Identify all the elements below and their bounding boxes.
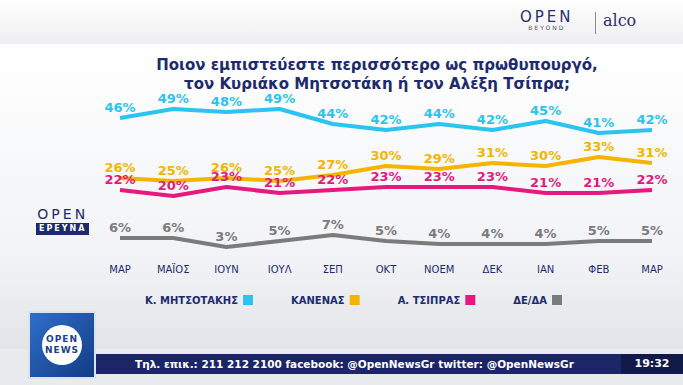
svg-text:25%: 25% xyxy=(264,163,296,178)
svg-text:33%: 33% xyxy=(583,139,614,154)
svg-text:Κ. ΜΗΤΣΟΤΑΚΗΣ: Κ. ΜΗΤΣΟΤΑΚΗΣ xyxy=(145,295,238,306)
svg-text:4%: 4% xyxy=(535,226,557,241)
svg-text:42%: 42% xyxy=(477,112,508,127)
svg-text:ΜΑΡ: ΜΑΡ xyxy=(109,264,131,275)
svg-text:27%: 27% xyxy=(317,157,348,172)
svg-text:5%: 5% xyxy=(269,223,291,238)
svg-text:22%: 22% xyxy=(317,172,348,187)
html-text:NEWS: NEWS xyxy=(45,345,79,355)
svg-text:ΣΕΠ: ΣΕΠ xyxy=(323,264,343,275)
html-text:Τηλ. επικ.: 211 212 2100 faceb: Τηλ. επικ.: 211 212 2100 facebook: @Open… xyxy=(135,358,574,370)
svg-text:3%: 3% xyxy=(215,229,237,244)
svg-text:30%: 30% xyxy=(530,148,561,163)
svg-text:29%: 29% xyxy=(424,151,455,166)
svg-text:46%: 46% xyxy=(104,100,135,115)
svg-text:ΚΑΝΕΝΑΣ: ΚΑΝΕΝΑΣ xyxy=(291,295,345,306)
svg-text:ΟΚΤ: ΟΚΤ xyxy=(376,264,397,275)
svg-text:25%: 25% xyxy=(158,163,189,178)
svg-text:6%: 6% xyxy=(109,220,131,235)
svg-text:ΙΟΥΝ: ΙΟΥΝ xyxy=(214,264,238,275)
svg-text:Ποιον εμπιστεύεστε περισσότερο: Ποιον εμπιστεύεστε περισσότερο ως πρωθυπ… xyxy=(156,56,598,74)
svg-text:4%: 4% xyxy=(428,226,450,241)
svg-text:ΙΟΥΛ: ΙΟΥΛ xyxy=(268,264,292,275)
svg-text:ΔΕ/ΔΑ: ΔΕ/ΔΑ xyxy=(513,295,547,306)
svg-text:48%: 48% xyxy=(211,94,242,109)
svg-text:ΝΟΕΜ: ΝΟΕΜ xyxy=(424,264,454,275)
svg-text:26%: 26% xyxy=(104,160,136,175)
html-text:ΕΡΕΥΝΑ: ΕΡΕΥΝΑ xyxy=(39,224,87,233)
svg-text:23%: 23% xyxy=(477,169,508,184)
svg-text:6%: 6% xyxy=(162,220,184,235)
html-text:19:32: 19:32 xyxy=(634,357,670,370)
svg-text:21%: 21% xyxy=(530,175,561,190)
svg-text:Α. ΤΣΙΠΡΑΣ: Α. ΤΣΙΠΡΑΣ xyxy=(398,295,461,306)
html-text:BEYOND: BEYOND xyxy=(528,24,566,31)
svg-text:4%: 4% xyxy=(481,226,503,241)
svg-text:22%: 22% xyxy=(636,172,667,187)
svg-text:26%: 26% xyxy=(210,160,242,175)
svg-text:31%: 31% xyxy=(636,145,667,160)
html-text:OPEN: OPEN xyxy=(37,206,89,222)
svg-text:42%: 42% xyxy=(370,112,401,127)
svg-text:22%: 22% xyxy=(104,172,135,187)
svg-text:49%: 49% xyxy=(158,91,189,106)
svg-text:ΜΑΡ: ΜΑΡ xyxy=(641,264,663,275)
svg-text:30%: 30% xyxy=(370,148,401,163)
svg-text:ΜΑΪΟΣ: ΜΑΪΟΣ xyxy=(157,263,190,275)
svg-text:23%: 23% xyxy=(211,169,242,184)
svg-text:τον Κυριάκο Μητσοτάκη ή τον Αλ: τον Κυριάκο Μητσοτάκη ή τον Αλέξη Τσίπρα… xyxy=(184,75,570,93)
svg-text:21%: 21% xyxy=(583,175,614,190)
svg-text:5%: 5% xyxy=(641,223,663,238)
svg-text:45%: 45% xyxy=(530,103,561,118)
svg-text:44%: 44% xyxy=(424,106,455,121)
html-text:OPEN: OPEN xyxy=(46,334,78,344)
svg-text:31%: 31% xyxy=(477,145,508,160)
svg-text:ΦΕΒ: ΦΕΒ xyxy=(588,264,609,275)
html-text:OPEN: OPEN xyxy=(520,8,574,26)
svg-text:42%: 42% xyxy=(636,112,667,127)
svg-text:ΔΕΚ: ΔΕΚ xyxy=(483,264,503,275)
svg-text:23%: 23% xyxy=(370,169,401,184)
svg-text:7%: 7% xyxy=(322,217,344,232)
svg-text:44%: 44% xyxy=(317,106,348,121)
svg-text:5%: 5% xyxy=(588,223,610,238)
svg-text:41%: 41% xyxy=(583,115,614,130)
svg-text:20%: 20% xyxy=(158,178,189,193)
html-text:alco: alco xyxy=(603,11,637,30)
svg-text:5%: 5% xyxy=(375,223,397,238)
svg-text:23%: 23% xyxy=(424,169,455,184)
svg-text:49%: 49% xyxy=(264,91,295,106)
svg-text:21%: 21% xyxy=(264,175,295,190)
svg-text:ΙΑΝ: ΙΑΝ xyxy=(537,264,554,275)
